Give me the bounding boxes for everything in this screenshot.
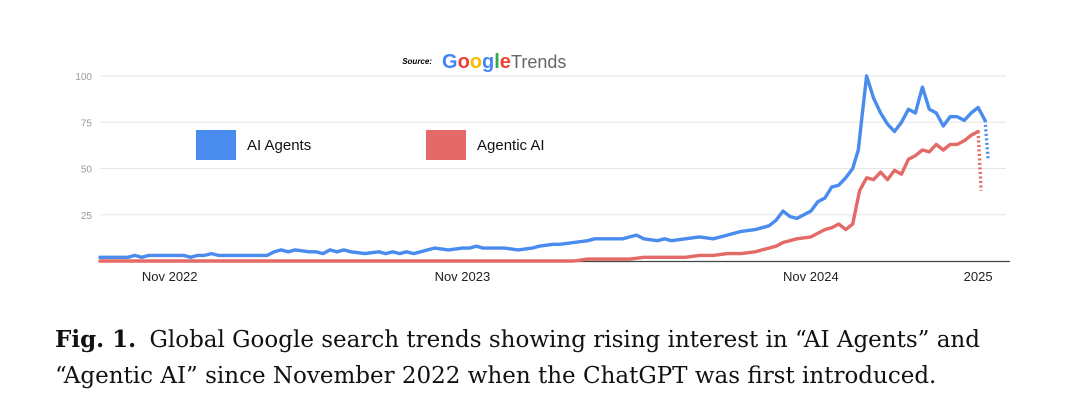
google-logo-letter: G: [442, 51, 458, 73]
source-prefix: Source:: [402, 57, 432, 66]
series-layer: [98, 74, 990, 263]
trends-wordmark: Trends: [511, 52, 566, 72]
legend: AI Agents Agentic AI: [196, 130, 545, 160]
legend-label: Agentic AI: [477, 137, 545, 154]
y-tick-label: 100: [75, 72, 92, 83]
source-attribution: Source: Google Trends: [402, 51, 566, 73]
figure-caption: Fig. 1. Global Google search trends show…: [55, 322, 1065, 394]
series-dashed-tail: [983, 120, 990, 160]
trend-chart: Source: Google Trends 100 75 50 25 Nov 2022…: [75, 51, 1010, 284]
series-line-ai-agents: [98, 74, 987, 259]
x-tick-label: Nov 2023: [435, 269, 491, 284]
y-tick-label: 50: [81, 165, 93, 176]
legend-swatch: [426, 130, 466, 160]
x-tick-label: 2025: [964, 269, 993, 284]
y-tick-label: 75: [81, 118, 93, 129]
y-tick-label: 25: [81, 211, 93, 222]
y-axis: 100 75 50 25: [75, 72, 92, 222]
legend-label: AI Agents: [247, 137, 311, 154]
google-logo-letter: g: [482, 51, 494, 73]
google-logo-letter: e: [500, 51, 511, 73]
series-dashed-tail: [976, 131, 983, 191]
caption-text: Global Google search trends showing risi…: [55, 327, 980, 389]
google-logo-letter: o: [458, 51, 470, 73]
google-logo-letter: o: [470, 51, 482, 73]
google-logo-letter: l: [494, 51, 500, 73]
legend-swatch: [196, 130, 236, 160]
caption-label: Fig. 1.: [55, 326, 137, 353]
google-logo: Google: [442, 51, 511, 73]
x-axis: Nov 2022 Nov 2023 Nov 2024 2025: [100, 260, 1010, 284]
x-tick-label: Nov 2022: [142, 269, 198, 284]
x-tick-label: Nov 2024: [783, 269, 839, 284]
series-line-agentic-ai: [98, 129, 980, 263]
